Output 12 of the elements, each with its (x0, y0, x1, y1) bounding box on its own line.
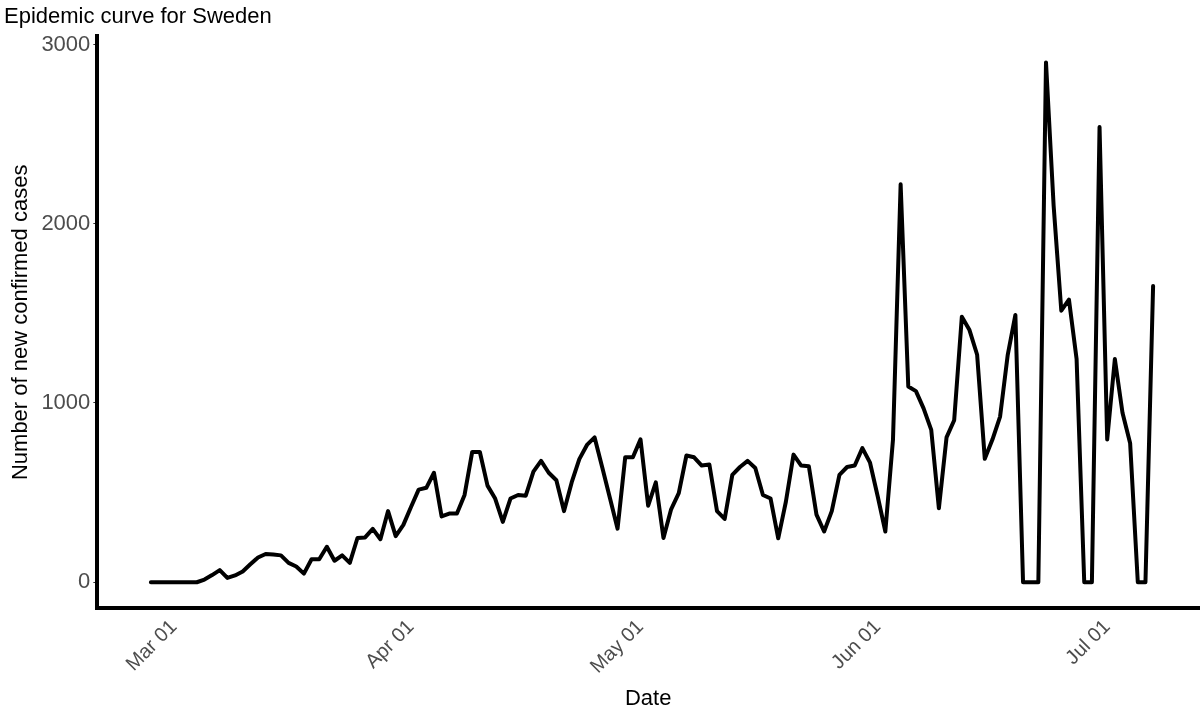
x-tick-label: Mar 01 (121, 614, 181, 675)
x-tick-label: May 01 (585, 614, 648, 677)
x-tick-label: Jul 01 (1060, 614, 1114, 669)
x-axis-title: Date (624, 684, 672, 710)
chart-title: Epidemic curve for Sweden (4, 3, 272, 29)
y-tick-label: 1000 (41, 389, 91, 415)
y-axis-title: Number of new confirmed cases (7, 164, 33, 481)
y-tick-label: 0 (78, 568, 91, 594)
x-tick-label: Jun 01 (826, 614, 885, 673)
y-tick-label: 2000 (41, 209, 91, 235)
x-tick-label: Apr 01 (360, 614, 418, 673)
y-tick-label: 3000 (41, 30, 91, 56)
